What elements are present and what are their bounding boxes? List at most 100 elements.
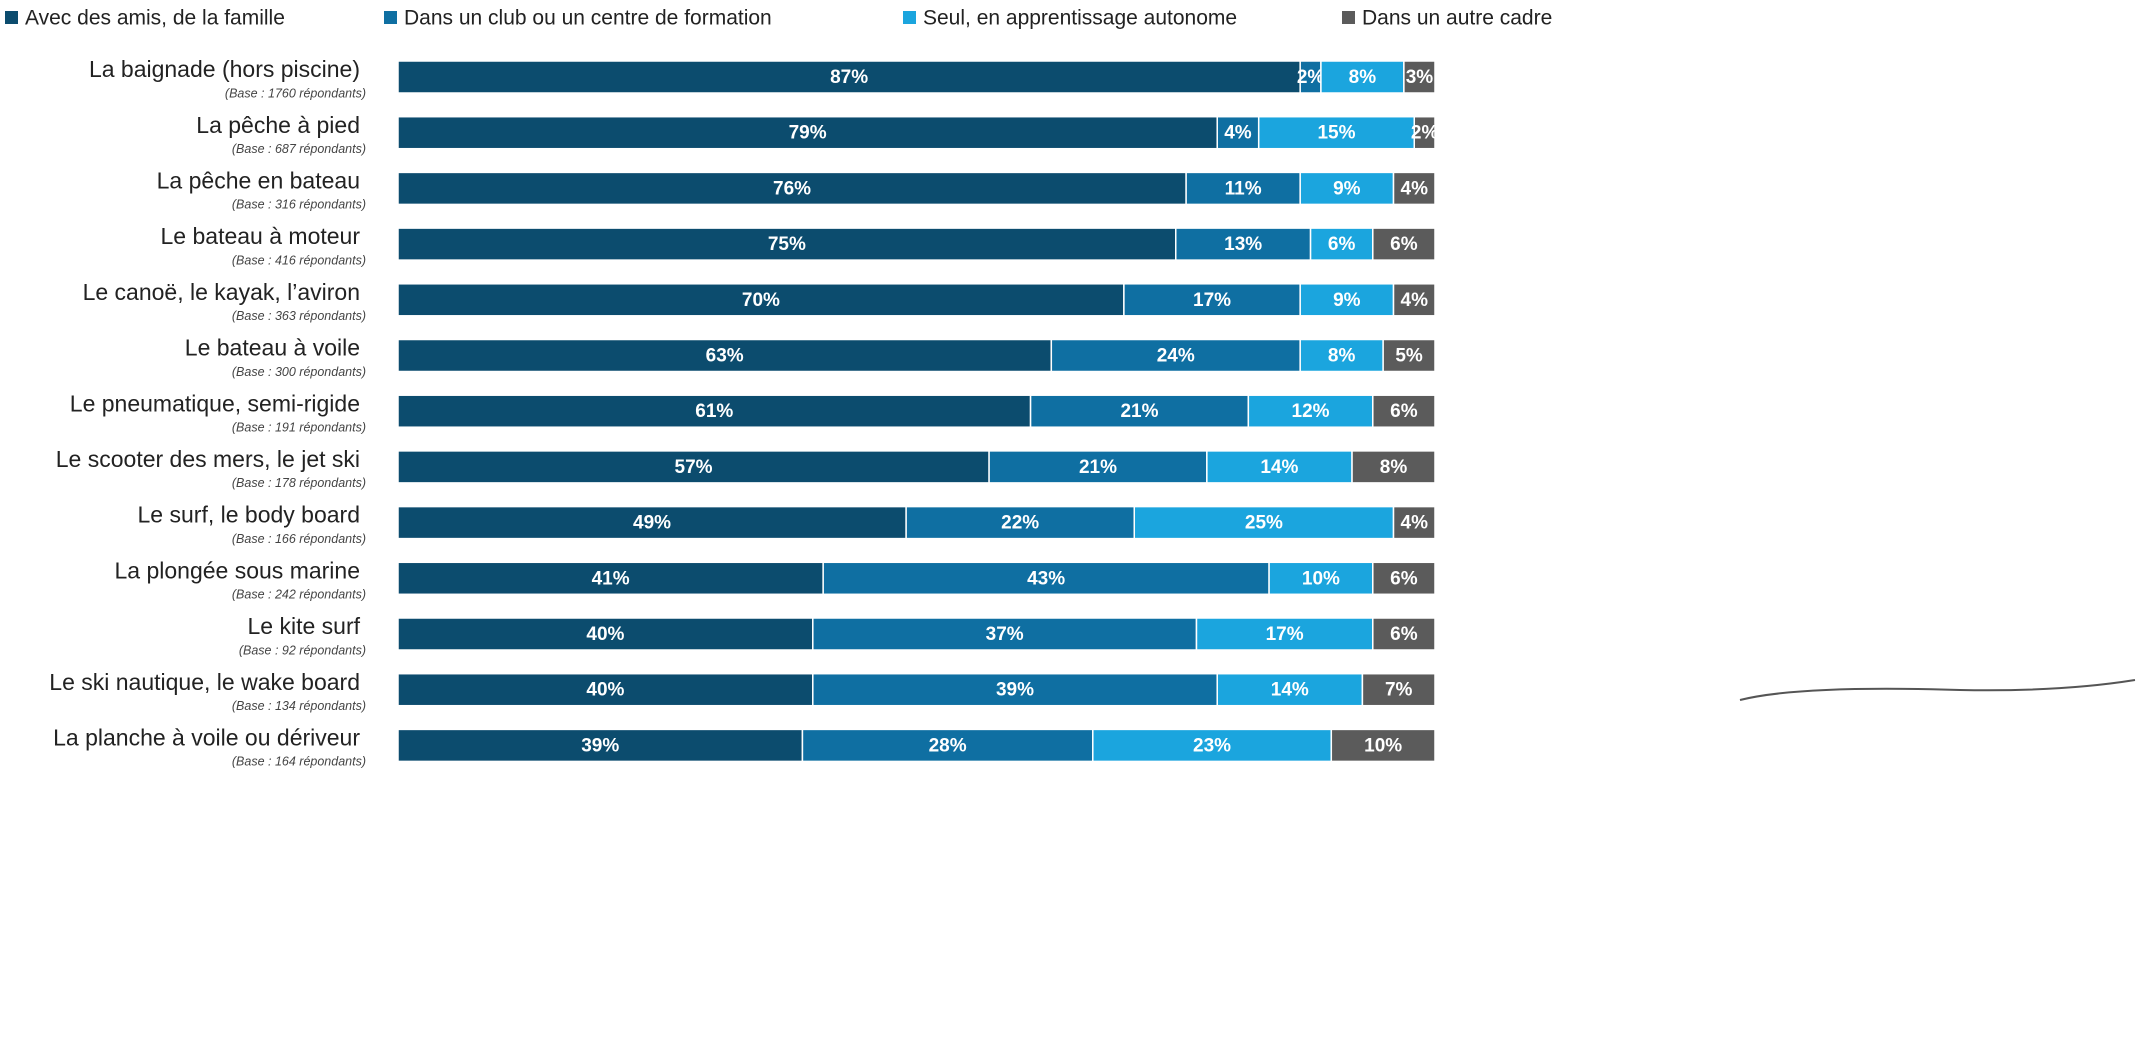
value-label: 8% [1349,67,1377,88]
value-label: 49% [633,513,671,534]
value-label: 11% [1225,178,1262,199]
value-label: 14% [1260,457,1298,478]
category-note: (Base : 363 répondants) [232,309,366,323]
bar-segment [1299,338,1384,373]
bar-segment [397,171,1187,206]
category-label: Le ski nautique, le wake board [49,669,360,695]
bar-segment [905,505,1136,540]
value-label: 7% [1385,680,1413,701]
bar-segment [397,672,814,707]
bar-segment [1195,617,1374,651]
bar-segment [397,394,1032,428]
bar-segment [1268,561,1374,596]
bar-segment [397,227,1177,261]
category-label: Le pneumatique, semi-rigide [70,390,360,416]
legend-label: Dans un autre cadre [1362,7,1552,30]
value-label: 13% [1224,234,1262,255]
value-label: 6% [1390,401,1418,422]
bar-segment [397,617,814,651]
value-label: 28% [929,735,967,756]
bar-segment [1175,227,1312,261]
value-label: 9% [1333,178,1361,199]
category-note: (Base : 242 répondants) [232,588,366,602]
value-label: 4% [1401,513,1429,534]
category-note: (Base : 687 répondants) [232,142,366,156]
category-note: (Base : 416 répondants) [232,253,366,267]
category-note: (Base : 178 répondants) [232,476,366,490]
legend-swatch [5,11,18,24]
bar-segment [1351,450,1436,484]
bar-segment [1123,283,1301,317]
category-note: (Base : 92 répondants) [239,643,366,657]
category-note: (Base : 166 répondants) [232,532,366,546]
value-label: 43% [1027,568,1065,589]
bar-segment [397,60,1301,94]
category-label: La pêche en bateau [157,167,360,193]
value-label: 39% [581,735,619,756]
value-label: 14% [1271,680,1309,701]
legend-swatch [903,11,916,24]
value-label: 3% [1406,67,1434,88]
value-label: 2% [1297,67,1325,88]
bar-segment [397,505,907,540]
bar-segment [822,561,1270,596]
legend-label: Dans un club ou un centre de formation [404,7,772,30]
legend-label: Avec des amis, de la famille [25,7,285,30]
bar-segment [1372,394,1436,428]
value-label: 17% [1193,290,1231,311]
bar-segment [397,450,990,484]
value-label: 22% [1001,513,1039,534]
value-label: 4% [1401,290,1429,311]
bar-segment [397,115,1218,150]
bar-segment [1092,728,1333,763]
value-label: 8% [1380,457,1408,478]
bar-segment [988,450,1208,484]
bar-segment [1185,171,1301,206]
value-label: 63% [706,346,744,367]
category-note: (Base : 1760 répondants) [225,86,366,100]
bar-segment [1372,561,1436,596]
bar-segment [397,283,1125,317]
category-note: (Base : 164 répondants) [232,755,366,769]
bar-segment [1257,115,1416,150]
value-label: 6% [1390,234,1418,255]
value-label: 6% [1390,624,1418,645]
bar-segment [1392,171,1436,206]
value-label: 4% [1401,178,1429,199]
category-note: (Base : 316 répondants) [232,198,366,212]
category-label: La baignade (hors piscine) [89,56,360,82]
value-label: 76% [773,178,811,199]
bar-segment [1372,227,1436,261]
legend-label: Seul, en apprentissage autonome [923,7,1237,30]
category-label: Le bateau à voile [185,335,360,361]
category-note: (Base : 300 répondants) [232,365,366,379]
value-label: 39% [996,680,1034,701]
value-label: 5% [1395,346,1423,367]
value-label: 37% [986,624,1024,645]
value-label: 21% [1120,401,1158,422]
category-note: (Base : 191 répondants) [232,420,366,434]
category-note: (Base : 134 répondants) [232,699,366,713]
category-label: La plongée sous marine [115,557,361,583]
value-label: 57% [675,457,713,478]
value-label: 6% [1390,568,1418,589]
bar-segment [1299,283,1395,317]
value-label: 9% [1333,290,1361,311]
category-label: Le canoë, le kayak, l’aviron [83,279,360,305]
value-label: 23% [1193,735,1231,756]
value-label: 2% [1411,123,1439,144]
value-label: 17% [1266,624,1304,645]
legend-swatch [384,11,397,24]
bar-segment [1133,505,1395,540]
value-label: 70% [742,290,780,311]
bar-segment [397,338,1053,373]
bar-segment [1403,60,1436,94]
bar-segment [1216,672,1364,707]
bar-segment [1392,283,1436,317]
bar-segment [1330,728,1436,763]
value-label: 6% [1328,234,1356,255]
bar-segment [1372,617,1436,651]
category-label: La planche à voile ou dériveur [53,724,360,750]
value-label: 24% [1157,346,1195,367]
value-label: 25% [1245,513,1283,534]
